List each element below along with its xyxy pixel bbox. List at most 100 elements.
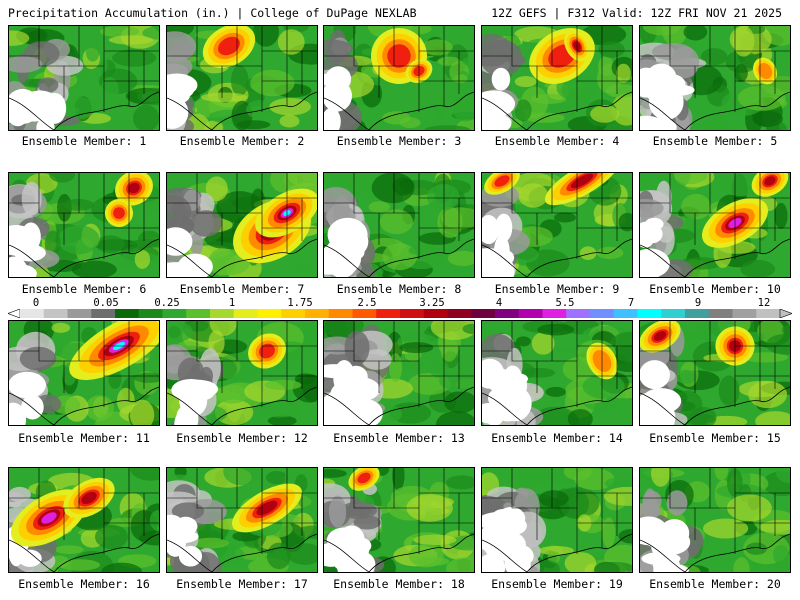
colorbar-swatch (257, 309, 282, 318)
precip-map-image (482, 26, 632, 130)
ensemble-member-label: Ensemble Member: 6 (21, 282, 147, 296)
precip-colorbar (8, 309, 792, 318)
ensemble-member-map (639, 25, 791, 131)
ensemble-member-map (481, 467, 633, 573)
ensemble-member-label: Ensemble Member: 11 (18, 431, 150, 445)
colorbar-swatch (423, 309, 448, 318)
colorbar-swatch (732, 309, 757, 318)
colorbar-tick-label: 0.25 (154, 297, 180, 309)
colorbar-swatch (708, 309, 733, 318)
colorbar-tick-label: 9 (694, 297, 702, 309)
colorbar-min-arrow (8, 309, 21, 318)
precip-map-image (9, 321, 159, 425)
precip-map-image (482, 321, 632, 425)
colorbar-swatch (305, 309, 330, 318)
colorbar-swatch (67, 309, 92, 318)
ensemble-member-map (8, 467, 160, 573)
ensemble-member-map (323, 25, 475, 131)
ensemble-member-label: Ensemble Member: 2 (179, 134, 305, 148)
ensemble-member-map (481, 320, 633, 426)
precip-map-image (167, 173, 317, 277)
ensemble-member-map (8, 25, 160, 131)
colorbar-swatch (495, 309, 520, 318)
precip-map-image (324, 26, 474, 130)
precip-map-image (9, 26, 159, 130)
colorbar-swatch (542, 309, 567, 318)
ensemble-member-map (166, 172, 318, 278)
ensemble-member-map (481, 172, 633, 278)
ensemble-member-label: Ensemble Member: 19 (491, 577, 623, 591)
colorbar-swatch (43, 309, 68, 318)
ensemble-member-label: Ensemble Member: 16 (18, 577, 150, 591)
colorbar-tick-label: 4 (495, 297, 503, 309)
colorbar-swatch (447, 309, 472, 318)
colorbar-swatch (685, 309, 710, 318)
colorbar-swatch (352, 309, 377, 318)
ensemble-member-map (323, 467, 475, 573)
precip-map-image (640, 26, 790, 130)
ensemble-member-label: Ensemble Member: 3 (336, 134, 462, 148)
colorbar-swatch (400, 309, 425, 318)
ensemble-member-label: Ensemble Member: 12 (176, 431, 308, 445)
colorbar-swatch (115, 309, 140, 318)
colorbar-tick-label: 7 (627, 297, 635, 309)
colorbar-swatch (376, 309, 401, 318)
colorbar-swatch (20, 309, 45, 318)
colorbar-swatch (281, 309, 306, 318)
colorbar-tick-label: 5.5 (555, 297, 575, 309)
ensemble-member-map (166, 25, 318, 131)
colorbar-swatch (661, 309, 686, 318)
precip-map-image (167, 26, 317, 130)
precip-map-image (640, 468, 790, 572)
ensemble-member-label: Ensemble Member: 4 (494, 134, 620, 148)
ensemble-member-label: Ensemble Member: 9 (494, 282, 620, 296)
colorbar-tick-label: 2.5 (357, 297, 377, 309)
colorbar-swatch (518, 309, 543, 318)
colorbar-tick-label: 0.05 (93, 297, 119, 309)
ensemble-member-map (8, 172, 160, 278)
ensemble-member-map (639, 172, 791, 278)
colorbar-swatch (590, 309, 615, 318)
colorbar-swatch (756, 309, 781, 318)
colorbar-tick-label: 1 (228, 297, 236, 309)
ensemble-member-map (166, 467, 318, 573)
ensemble-member-label: Ensemble Member: 17 (176, 577, 308, 591)
precip-map-image (167, 468, 317, 572)
ensemble-member-map (481, 25, 633, 131)
precip-map-image (324, 173, 474, 277)
ensemble-member-label: Ensemble Member: 14 (491, 431, 623, 445)
colorbar-swatch (471, 309, 496, 318)
ensemble-member-map (323, 320, 475, 426)
colorbar-swatch (566, 309, 591, 318)
ensemble-member-label: Ensemble Member: 18 (333, 577, 465, 591)
chart-title: Precipitation Accumulation (in.) | Colle… (8, 6, 417, 20)
precip-map-image (324, 468, 474, 572)
precip-map-image (9, 173, 159, 277)
ensemble-member-label: Ensemble Member: 8 (336, 282, 462, 296)
precip-map-image (167, 321, 317, 425)
precip-map-image (482, 468, 632, 572)
ensemble-member-label: Ensemble Member: 1 (21, 134, 147, 148)
ensemble-member-label: Ensemble Member: 5 (652, 134, 778, 148)
colorbar-swatch (328, 309, 353, 318)
ensemble-member-label: Ensemble Member: 13 (333, 431, 465, 445)
precip-map-image (482, 173, 632, 277)
colorbar-swatch (91, 309, 116, 318)
ensemble-member-map (8, 320, 160, 426)
colorbar-swatch (210, 309, 235, 318)
colorbar-swatch (233, 309, 258, 318)
ensemble-member-map (323, 172, 475, 278)
colorbar-swatch (613, 309, 638, 318)
colorbar-tick-label: 12 (757, 297, 771, 309)
model-run-info: 12Z GEFS | F312 Valid: 12Z FRI NOV 21 20… (491, 6, 782, 20)
ensemble-member-label: Ensemble Member: 7 (179, 282, 305, 296)
colorbar-swatch (637, 309, 662, 318)
precip-map-image (324, 321, 474, 425)
ensemble-member-label: Ensemble Member: 20 (649, 577, 781, 591)
precip-map-image (640, 321, 790, 425)
colorbar-swatch (138, 309, 163, 318)
colorbar-tick-label: 1.75 (287, 297, 313, 309)
precip-map-image (640, 173, 790, 277)
ensemble-member-map (639, 467, 791, 573)
colorbar-tick-label: 3.25 (419, 297, 445, 309)
